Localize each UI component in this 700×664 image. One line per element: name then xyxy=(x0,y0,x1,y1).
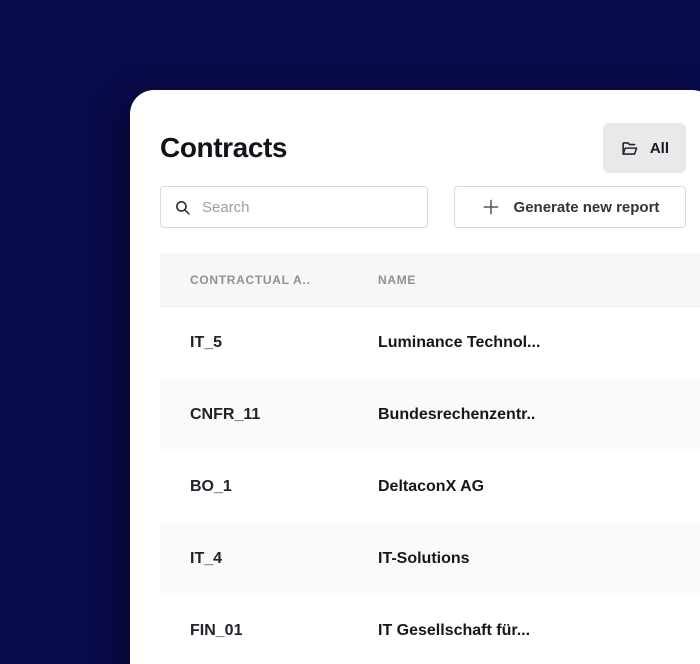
table-row[interactable]: IT_5 Luminance Technol... xyxy=(160,307,700,379)
panel-content: Contracts All xyxy=(130,90,700,228)
table-row[interactable]: BO_1 DeltaconX AG xyxy=(160,451,700,523)
contract-name-cell: IT-Solutions xyxy=(378,550,470,567)
contract-code-cell: FIN_01 xyxy=(190,622,243,639)
contracts-table: CONTRACTUAL A.. NAME IT_5 Luminance Tech… xyxy=(160,253,700,664)
controls-row: Generate new report xyxy=(160,186,686,228)
contract-name-cell: IT Gesellschaft für... xyxy=(378,622,531,639)
page-header: Contracts All xyxy=(160,122,686,174)
contracts-panel: Contracts All xyxy=(130,90,700,664)
contract-code-cell: IT_4 xyxy=(190,550,223,567)
contract-code-cell: BO_1 xyxy=(190,478,232,495)
table-row[interactable]: CNFR_11 Bundesrechenzentr.. xyxy=(160,379,700,451)
column-header-contractual-agreement: CONTRACTUAL A.. xyxy=(190,272,311,287)
table-row[interactable]: FIN_01 IT Gesellschaft für... xyxy=(160,595,700,664)
contract-code-cell: IT_5 xyxy=(190,334,223,351)
contract-name-cell: Bundesrechenzentr.. xyxy=(378,406,536,423)
filter-all-label: All xyxy=(649,139,669,157)
search-icon xyxy=(174,199,191,216)
search-input[interactable] xyxy=(202,198,414,216)
filter-all-button[interactable]: All xyxy=(602,123,686,173)
contract-name-cell: Luminance Technol... xyxy=(378,334,541,351)
contract-code-cell: CNFR_11 xyxy=(190,406,261,423)
table-header-row: CONTRACTUAL A.. NAME xyxy=(160,253,700,307)
generate-new-report-label: Generate new report xyxy=(513,198,660,216)
page-title: Contracts xyxy=(160,132,288,163)
contract-name-cell: DeltaconX AG xyxy=(378,478,485,495)
table-row[interactable]: IT_4 IT-Solutions xyxy=(160,523,700,595)
folder-open-icon xyxy=(620,139,639,158)
table-body: IT_5 Luminance Technol... CNFR_11 Bundes… xyxy=(160,307,700,664)
plus-icon xyxy=(481,197,501,217)
search-box[interactable] xyxy=(160,186,428,228)
generate-new-report-button[interactable]: Generate new report xyxy=(454,186,686,228)
column-header-name: NAME xyxy=(378,272,417,287)
